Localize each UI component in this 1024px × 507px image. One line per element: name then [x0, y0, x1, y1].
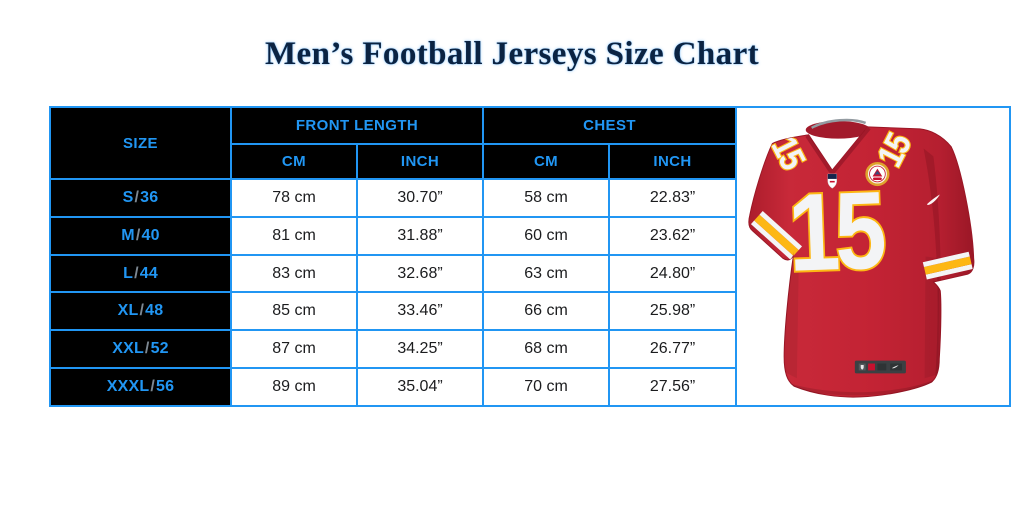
- chest-cm-cell: 68 cm: [482, 329, 611, 370]
- front-cm-cell: 83 cm: [230, 253, 358, 294]
- front-cm-cell: 87 cm: [230, 329, 358, 370]
- front-cm-cell: 81 cm: [230, 215, 358, 256]
- header-front-inch: INCH: [355, 143, 485, 180]
- size-chart-board: SIZE FRONT LENGTH CHEST CM INCH CM INCH …: [49, 106, 1012, 407]
- table-row: XL/48 85 cm 33.46” 66 cm 25.98”: [49, 291, 738, 332]
- header-chest: CHEST: [482, 106, 738, 145]
- front-inch-cell: 34.25”: [355, 329, 485, 370]
- sleeve-stripes: [750, 211, 973, 280]
- header-chest-cm: CM: [482, 143, 611, 180]
- svg-text:15: 15: [786, 168, 886, 295]
- page-title: Men’s Football Jerseys Size Chart: [264, 36, 760, 72]
- size-table: SIZE FRONT LENGTH CHEST CM INCH CM INCH …: [49, 106, 738, 407]
- header-front-length: FRONT LENGTH: [229, 106, 485, 145]
- chest-cm-cell: 66 cm: [482, 291, 611, 332]
- jersey-panel: 15 15 15: [737, 106, 1012, 407]
- front-inch-cell: 30.70”: [355, 178, 485, 218]
- front-cm-cell: 78 cm: [230, 178, 358, 218]
- front-inch-cell: 32.68”: [355, 253, 485, 294]
- front-number: 15: [785, 166, 888, 296]
- team-patch-icon: [865, 161, 890, 187]
- chest-inch-cell: 26.77”: [608, 329, 738, 370]
- chest-inch-cell: 22.83”: [608, 178, 738, 218]
- size-cell: XXXL/56: [49, 367, 232, 407]
- jock-tag: [854, 360, 906, 374]
- chest-cm-cell: 60 cm: [482, 215, 611, 256]
- jersey-back-collar: [805, 118, 871, 139]
- chest-inch-cell: 27.56”: [608, 367, 738, 407]
- header-front-cm: CM: [230, 143, 358, 180]
- nfl-shield-icon: [827, 173, 837, 189]
- table-row: L/44 83 cm 32.68” 63 cm 24.80”: [49, 253, 738, 294]
- chest-inch-cell: 24.80”: [608, 253, 738, 294]
- front-inch-cell: 33.46”: [355, 291, 485, 332]
- table-row: XXL/52 87 cm 34.25” 68 cm 26.77”: [49, 329, 738, 370]
- chest-inch-cell: 25.98”: [608, 291, 738, 332]
- chest-cm-cell: 58 cm: [482, 178, 611, 218]
- jersey-body: [748, 126, 975, 398]
- front-cm-cell: 85 cm: [230, 291, 358, 332]
- chest-cm-cell: 70 cm: [482, 367, 611, 407]
- chest-cm-cell: 63 cm: [482, 253, 611, 294]
- front-inch-cell: 31.88”: [355, 215, 485, 256]
- size-cell: M/40: [49, 215, 232, 256]
- chest-inch-cell: 23.62”: [608, 215, 738, 256]
- header-size: SIZE: [49, 106, 232, 180]
- table-row: XXXL/56 89 cm 35.04” 70 cm 27.56”: [49, 367, 738, 407]
- header-chest-inch: INCH: [608, 143, 738, 180]
- nike-swoosh-icon: [926, 194, 940, 205]
- size-cell: L/44: [49, 253, 232, 294]
- size-cell: XL/48: [49, 291, 232, 332]
- table-row: M/40 81 cm 31.88” 60 cm 23.62”: [49, 215, 738, 256]
- front-inch-cell: 35.04”: [355, 367, 485, 407]
- table-row: S/36 78 cm 30.70” 58 cm 22.83”: [49, 178, 738, 218]
- size-cell: S/36: [49, 178, 232, 218]
- front-cm-cell: 89 cm: [230, 367, 358, 407]
- size-cell: XXL/52: [49, 329, 232, 370]
- collar-trim-line: [811, 118, 867, 129]
- jersey-image: 15 15 15: [748, 118, 975, 398]
